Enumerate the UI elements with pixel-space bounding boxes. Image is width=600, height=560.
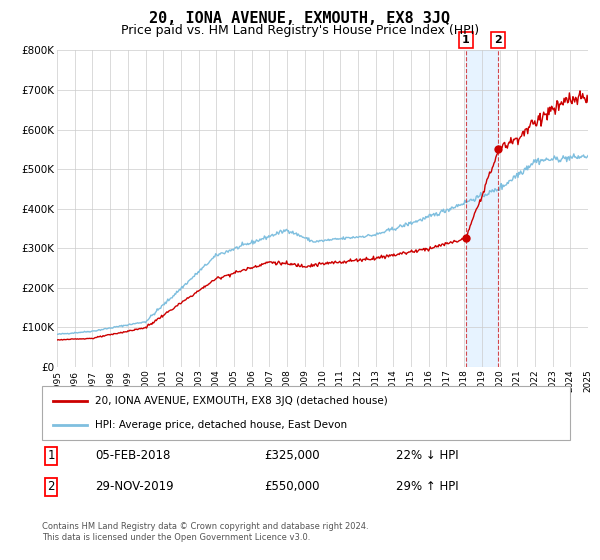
Text: 22% ↓ HPI: 22% ↓ HPI <box>396 449 458 463</box>
Text: £550,000: £550,000 <box>264 480 319 493</box>
Text: 05-FEB-2018: 05-FEB-2018 <box>95 449 170 463</box>
Text: 29% ↑ HPI: 29% ↑ HPI <box>396 480 458 493</box>
Text: Contains HM Land Registry data © Crown copyright and database right 2024.
This d: Contains HM Land Registry data © Crown c… <box>42 522 368 542</box>
Text: 1: 1 <box>462 35 470 45</box>
Text: 2: 2 <box>47 480 55 493</box>
Text: 29-NOV-2019: 29-NOV-2019 <box>95 480 173 493</box>
Bar <box>466 50 498 367</box>
Text: HPI: Average price, detached house, East Devon: HPI: Average price, detached house, East… <box>95 420 347 430</box>
Text: 20, IONA AVENUE, EXMOUTH, EX8 3JQ (detached house): 20, IONA AVENUE, EXMOUTH, EX8 3JQ (detac… <box>95 396 388 406</box>
Text: Price paid vs. HM Land Registry's House Price Index (HPI): Price paid vs. HM Land Registry's House … <box>121 24 479 36</box>
Text: £325,000: £325,000 <box>264 449 319 463</box>
Text: 20, IONA AVENUE, EXMOUTH, EX8 3JQ: 20, IONA AVENUE, EXMOUTH, EX8 3JQ <box>149 11 451 26</box>
Text: 1: 1 <box>47 449 55 463</box>
Text: 2: 2 <box>494 35 502 45</box>
